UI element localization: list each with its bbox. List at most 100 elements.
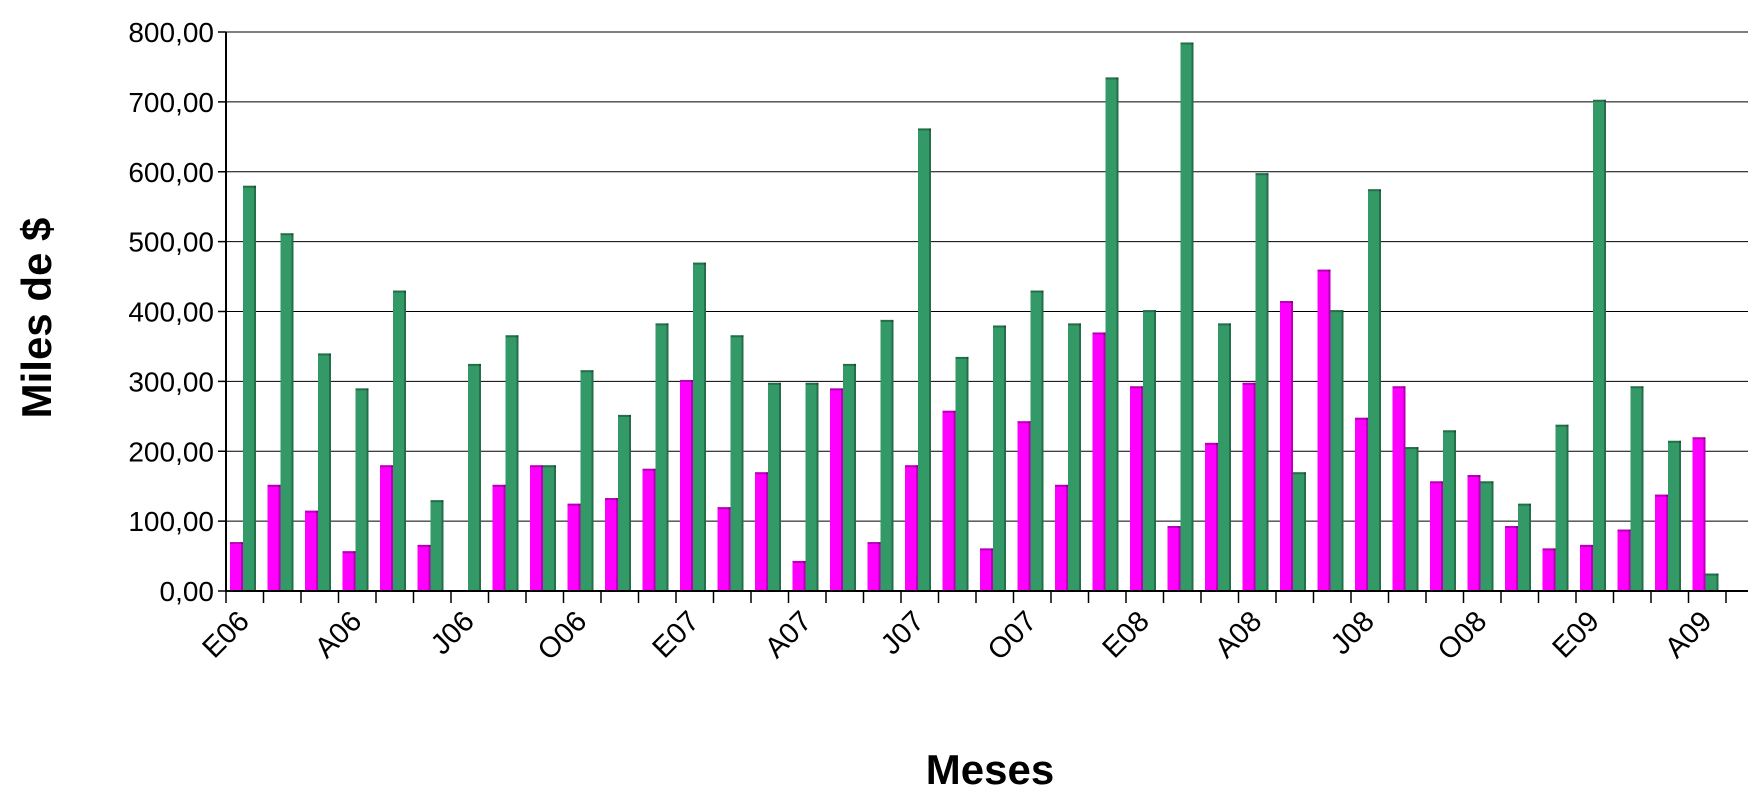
bar <box>830 388 843 591</box>
bar-shade <box>1591 544 1593 591</box>
bar <box>1580 544 1593 591</box>
bar-top-edge <box>1555 424 1569 427</box>
bar-top-edge <box>1480 481 1494 484</box>
bar-top-edge <box>993 325 1006 328</box>
bar <box>505 335 519 591</box>
bar <box>730 335 744 591</box>
bar-shade <box>803 560 806 591</box>
bar-shade <box>1004 325 1006 591</box>
bar-top-edge <box>318 353 331 356</box>
bar-shade <box>1291 301 1293 591</box>
bar-shade <box>541 465 543 591</box>
bar-shade <box>728 507 731 591</box>
bar-shade <box>854 363 856 591</box>
bar <box>1355 417 1368 591</box>
bar-top-edge <box>230 542 243 545</box>
bar <box>880 319 894 591</box>
bar <box>1542 548 1556 591</box>
bar-top-edge <box>267 484 281 487</box>
y-tick-label: 500,00 <box>128 227 214 258</box>
bar-shade <box>366 388 369 591</box>
bar-top-edge <box>1630 386 1644 389</box>
bar-shade <box>1703 437 1706 591</box>
bar <box>755 472 768 591</box>
bar-top-edge <box>693 262 706 265</box>
bar <box>543 465 556 591</box>
bar-shade <box>1066 484 1068 591</box>
bar-shade <box>966 356 969 591</box>
bar-shade <box>691 379 693 591</box>
bar-shade <box>1116 77 1119 591</box>
bar-top-edge <box>468 363 481 366</box>
bar-top-edge <box>355 388 369 391</box>
y-tick-label: 800,00 <box>128 17 214 48</box>
bar <box>1467 475 1481 591</box>
y-tick-label: 600,00 <box>128 157 214 188</box>
bar-shade <box>1041 290 1044 591</box>
bar <box>1255 173 1269 591</box>
bar <box>642 468 656 591</box>
bar <box>618 414 631 591</box>
x-tick-label: J07 <box>875 605 931 661</box>
bar <box>567 503 581 591</box>
bar-shade <box>616 498 618 591</box>
bar <box>1518 503 1531 591</box>
x-tick-label: E06 <box>197 605 256 664</box>
bar <box>417 544 431 591</box>
bar <box>792 560 806 591</box>
bar-shade <box>1103 332 1106 591</box>
bar-shade <box>591 370 594 591</box>
bar <box>1630 386 1644 591</box>
bar-top-edge <box>342 551 356 554</box>
bar-top-edge <box>980 548 993 551</box>
x-tick-label: J06 <box>425 605 481 661</box>
bar <box>955 356 969 591</box>
bar <box>1505 526 1518 591</box>
bar-top-edge <box>755 472 768 475</box>
bar-shade <box>1178 526 1181 591</box>
bar <box>492 484 506 591</box>
bar-shade <box>353 551 356 591</box>
bar-shade <box>329 353 331 591</box>
bar-top-edge <box>1443 430 1456 433</box>
bar-shade <box>1454 430 1456 591</box>
bar-top-edge <box>792 560 806 563</box>
bar <box>1655 494 1668 591</box>
bar <box>280 233 294 592</box>
bar-top-edge <box>1205 442 1218 445</box>
bar-top-edge <box>1293 472 1306 475</box>
bar-top-edge <box>1593 99 1606 102</box>
bar <box>867 542 881 591</box>
bar-shade <box>666 323 669 591</box>
bar-top-edge <box>380 465 393 468</box>
bar <box>1443 430 1456 591</box>
bar-shade <box>1379 189 1381 591</box>
bar-shade <box>916 465 918 591</box>
bar-shade <box>1641 386 1644 591</box>
bar-top-edge <box>717 507 731 510</box>
bar-top-edge <box>1280 301 1293 304</box>
bar-top-edge <box>1392 386 1406 389</box>
bar <box>1167 526 1181 591</box>
bar-shade <box>1079 323 1081 591</box>
bar-top-edge <box>1355 417 1368 420</box>
bar-shade <box>1304 472 1306 591</box>
bar <box>1692 437 1706 591</box>
bar-shade <box>278 484 281 591</box>
x-tick-label: O06 <box>532 605 593 666</box>
x-tick-label: E09 <box>1547 605 1606 664</box>
bar-top-edge <box>843 363 856 366</box>
bar-top-edge <box>1130 386 1143 389</box>
bar-shade <box>428 544 431 591</box>
bar-top-edge <box>1467 475 1481 478</box>
y-tick-label: 300,00 <box>128 366 214 397</box>
bar <box>980 548 993 591</box>
bar <box>230 542 243 591</box>
bar <box>1405 447 1419 591</box>
bar-shade <box>1491 481 1494 591</box>
bar-top-edge <box>1092 332 1106 335</box>
bar-shade <box>1028 421 1031 591</box>
bar <box>1242 382 1256 591</box>
y-axis-title: Miles de $ <box>13 218 60 419</box>
